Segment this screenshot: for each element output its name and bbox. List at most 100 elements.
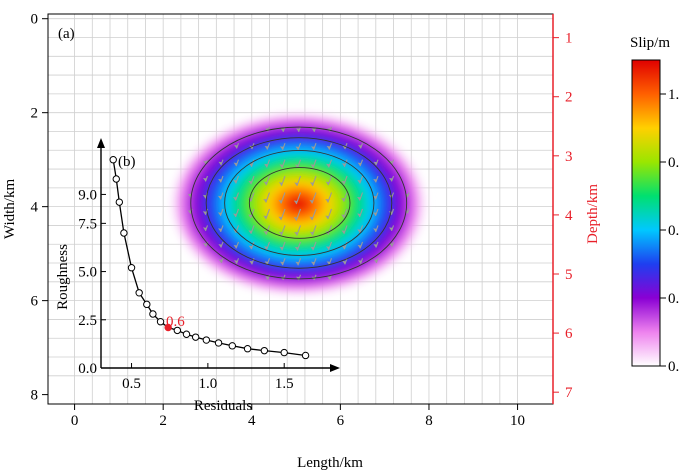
l-curve-point [191,333,200,341]
slip-vector-head [327,276,332,280]
l-curve-point [143,300,151,309]
slip-vector-head [357,244,362,249]
slip-vector-head [358,260,363,264]
slip-vector-head [233,260,238,264]
y-tick-label: 2 [31,106,39,122]
colorbar-scale [631,59,661,367]
l-curve-point [156,318,165,326]
inset-y-tick-label: 0.0 [78,361,97,377]
slip-vector-head [234,144,239,149]
slip-contours [190,126,408,280]
colorbar-title: Slip/m [630,35,670,51]
slip-vector-head [233,196,238,201]
l-curve-point [127,264,136,272]
slip-vector-head [294,246,299,251]
slip-vector-head [295,261,300,266]
slip-vector-head [311,128,316,132]
depth-tick-label: 6 [565,326,573,342]
slip-vector-head [217,195,222,200]
inset-y-arrowhead [97,138,105,148]
slip-vector-head [325,215,330,220]
slip-vector-head [218,161,223,166]
slip-vector-head [202,194,207,199]
slip-vector-head [202,227,207,231]
slip-vector-head [187,193,192,198]
slip-vector-head [264,163,269,168]
slip-vector-head [357,179,362,184]
inset-y-tick-label: 7.5 [78,216,97,232]
slip-vector-head [264,246,269,250]
slip-contour [190,126,408,280]
x-tick-label: 10 [510,413,525,429]
slip-vector-head [265,276,270,280]
slip-vector-head [248,198,253,202]
slip-vector-head [310,164,315,168]
slip-vector-head [217,212,222,216]
x-tick-label: 0 [71,413,79,429]
colorbar: Slip/m 0.0 0.3 0.6 0.9 1.2 [630,35,679,375]
inset-y-tick-label: 2.5 [78,313,97,329]
slip-vector-head [357,229,362,233]
l-curve-point [228,342,236,350]
slip-vector-head [373,161,378,166]
l-curve-point [149,310,157,318]
depth-axis: 1 2 3 4 5 6 7 [552,14,573,404]
y-tick-label: 8 [31,388,39,404]
slip-vector-head [218,259,223,264]
slip-vector-head [263,215,268,220]
l-curve-point [115,198,124,206]
slip-vector-head [341,245,346,250]
slip-vector-head [187,210,192,214]
slip-vector-head [203,243,208,247]
slip-vector-head [341,214,346,219]
x-axis: 0 2 4 6 8 10 [71,404,525,429]
colorbar-tick-label: 0.9 [668,155,679,171]
slip-vector-head [326,146,331,150]
l-curve-point [301,351,310,360]
slip-vector-head [278,231,283,236]
slip-contour [224,149,375,256]
slip-vector-head [248,214,253,219]
slip-vector-head [265,128,270,132]
slip-vector-head [233,213,238,217]
inset-x-tick-label: 1.5 [275,376,294,392]
inset-x-tick-label: 0.5 [122,376,141,392]
slip-vector-head [389,177,394,182]
slip-vector-head [342,260,347,265]
slip-vector-head [341,163,346,167]
slip-vector-head [233,162,238,167]
slip-vector-head [248,163,253,167]
slip-vector-head [311,146,316,150]
colorbar-tick-label: 0.3 [668,291,679,307]
slip-vector-head [357,213,362,217]
slip-vector-head [325,181,330,186]
x-tick-label: 6 [337,413,345,429]
colorbar-tick-label: 0.6 [668,223,679,239]
slip-vector-head [294,232,299,236]
slip-vector-head [233,229,238,233]
slip-vector-head [263,199,268,203]
depth-tick-label: 4 [565,208,573,224]
slip-vector-head [248,245,253,250]
l-curve-point [135,289,143,297]
panel-b-label: (b) [118,154,136,170]
slip-vector-head [357,196,362,201]
inset-x-axis-title: Residuals [194,398,252,414]
inset-y-tick-label: 5.0 [78,265,97,281]
l-curve-point [112,175,120,183]
depth-tick-label: 1 [565,31,573,47]
y-tick-label: 6 [31,294,39,310]
slip-vector-head [326,163,331,168]
slip-vector-head [389,243,394,247]
slip-vector-head [280,146,285,150]
slip-vector-head [310,246,315,251]
x-tick-label: 2 [159,413,167,429]
l-curve-point [182,330,191,338]
panel-a: 0 2 4 6 8 10 0 2 4 6 8 1 2 3 4 5 6 7 (a) Length/km Widt… [2,12,601,471]
slip-vector-head [372,212,377,216]
slip-vector-head [310,261,315,266]
slip-vector-head [373,259,378,264]
slip-vector-head [203,160,208,165]
inset-x-tick-label: 1.0 [198,376,217,392]
l-curve-point [260,346,269,355]
